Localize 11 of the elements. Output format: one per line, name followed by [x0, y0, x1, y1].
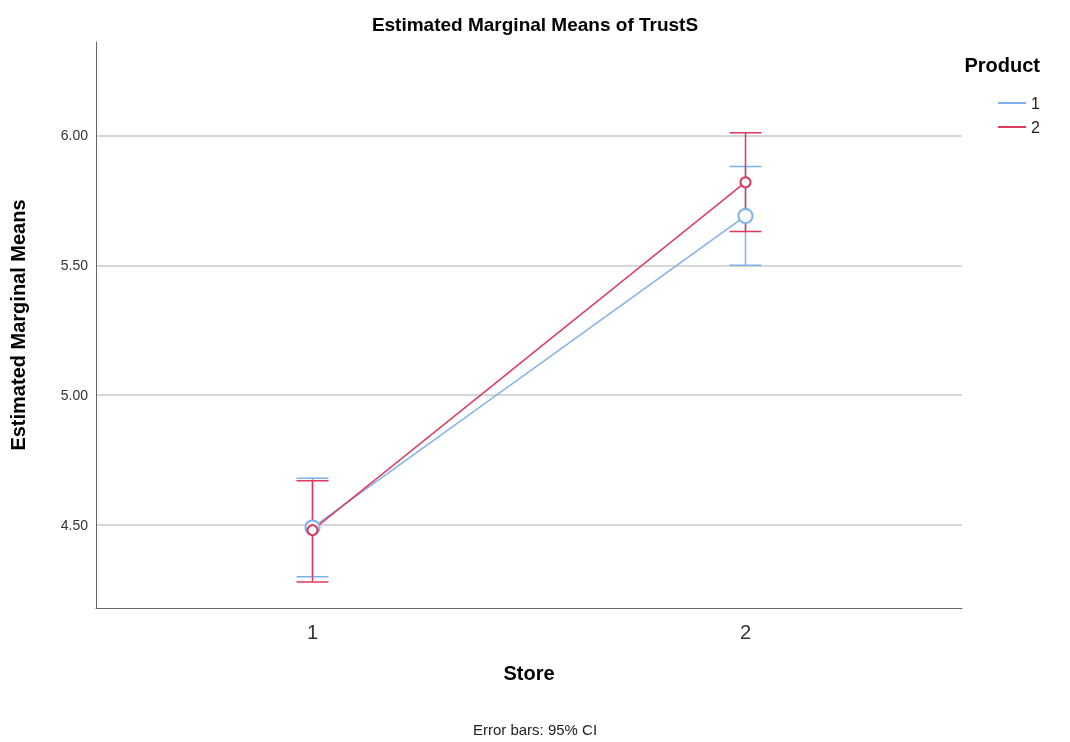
legend-label: 2: [1031, 118, 1041, 136]
y-tick-label: 5.00: [60, 387, 89, 404]
chart-title: Estimated Marginal Means of TrustS: [371, 14, 699, 35]
legend-label: 1: [1031, 94, 1041, 112]
y-tick-label: 6.00: [60, 127, 89, 144]
y-axis-title: Estimated Marginal Means: [7, 199, 29, 451]
y-tick-label: 5.50: [60, 257, 89, 274]
legend-title: Product: [964, 54, 1041, 76]
x-axis-title: Store: [503, 662, 555, 684]
y-tick-label: 4.50: [60, 516, 89, 533]
text: Error bars: 95% CI: [472, 721, 598, 738]
